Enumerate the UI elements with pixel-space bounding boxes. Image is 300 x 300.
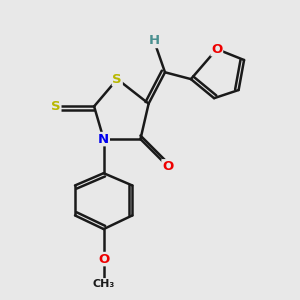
Text: S: S	[51, 100, 61, 113]
Text: O: O	[211, 43, 222, 56]
Text: S: S	[112, 73, 122, 85]
Text: H: H	[148, 34, 160, 47]
Text: CH₃: CH₃	[92, 279, 115, 289]
Text: O: O	[98, 253, 109, 266]
Text: O: O	[162, 160, 173, 173]
Text: N: N	[98, 133, 109, 146]
